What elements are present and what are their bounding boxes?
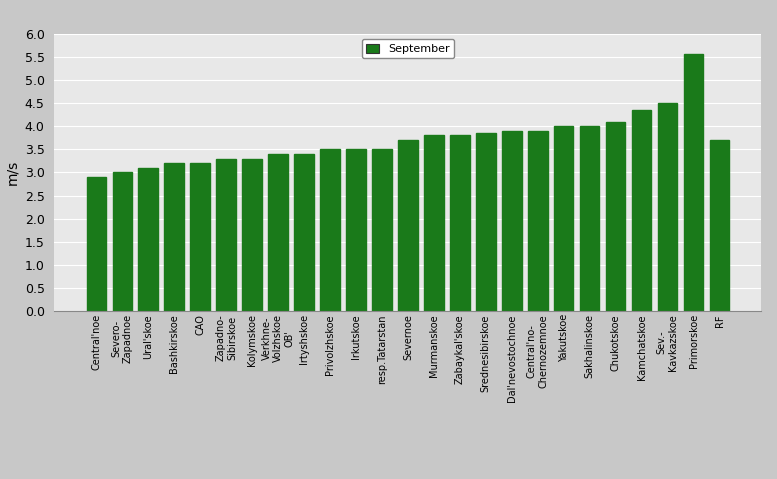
- Bar: [554, 126, 573, 311]
- Bar: [450, 136, 469, 311]
- Legend: September: September: [361, 39, 455, 58]
- Bar: [684, 55, 703, 311]
- Bar: [606, 122, 625, 311]
- Bar: [242, 159, 262, 311]
- Bar: [372, 149, 392, 311]
- Bar: [424, 136, 444, 311]
- Bar: [294, 154, 314, 311]
- Bar: [528, 131, 548, 311]
- Bar: [113, 172, 132, 311]
- Bar: [658, 103, 678, 311]
- Bar: [165, 163, 184, 311]
- Bar: [347, 149, 366, 311]
- Bar: [476, 133, 496, 311]
- Bar: [710, 140, 730, 311]
- Bar: [632, 110, 651, 311]
- Bar: [580, 126, 600, 311]
- Bar: [320, 149, 340, 311]
- Bar: [216, 159, 236, 311]
- Bar: [190, 163, 210, 311]
- Bar: [138, 168, 158, 311]
- Bar: [398, 140, 418, 311]
- Bar: [268, 154, 287, 311]
- Bar: [502, 131, 521, 311]
- Y-axis label: m/s: m/s: [5, 160, 19, 185]
- Bar: [86, 177, 106, 311]
